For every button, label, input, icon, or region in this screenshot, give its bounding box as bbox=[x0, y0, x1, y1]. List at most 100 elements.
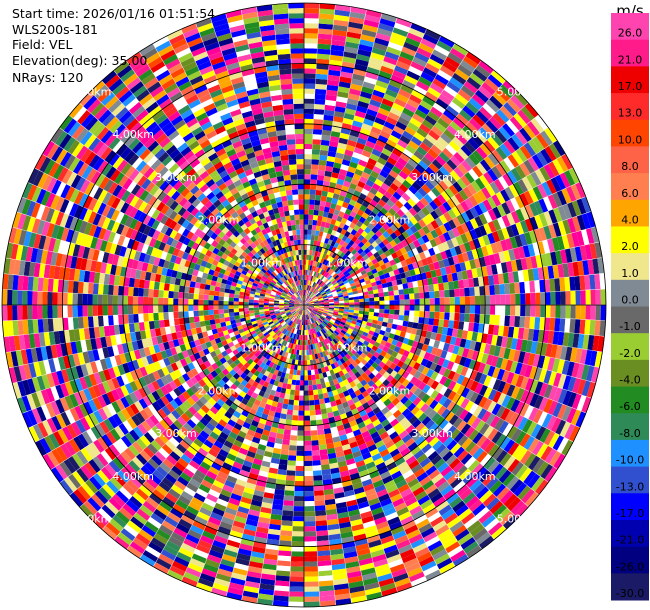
range-gate-cell bbox=[367, 174, 377, 183]
range-gate-cell bbox=[309, 292, 313, 297]
range-gate-cell bbox=[430, 144, 442, 156]
range-gate-cell bbox=[322, 264, 327, 271]
range-gate-cell bbox=[427, 58, 443, 70]
range-gate-cell bbox=[362, 81, 376, 90]
range-gate-cell bbox=[383, 203, 392, 212]
range-gate-cell bbox=[355, 58, 369, 67]
range-gate-cell bbox=[414, 52, 430, 63]
range-gate-cell bbox=[443, 85, 458, 98]
range-gate-cell bbox=[405, 175, 415, 186]
range-gate-cell bbox=[438, 93, 452, 106]
range-gate-cell bbox=[416, 146, 428, 157]
range-gate-cell bbox=[411, 89, 425, 100]
range-gate-cell bbox=[449, 47, 466, 60]
range-gate-cell bbox=[325, 94, 337, 102]
range-gate-cell bbox=[369, 199, 378, 208]
range-gate-cell bbox=[317, 33, 332, 40]
range-gate-cell bbox=[358, 159, 368, 167]
range-gate-cell bbox=[307, 280, 310, 286]
range-gate-cell bbox=[340, 164, 349, 171]
range-gate-cell bbox=[318, 280, 323, 286]
range-gate-cell bbox=[353, 224, 361, 232]
range-gate-cell bbox=[355, 142, 366, 150]
range-gate-cell bbox=[444, 56, 460, 69]
range-gate-cell bbox=[345, 36, 361, 44]
range-gate-cell bbox=[329, 59, 343, 67]
range-gate-cell bbox=[402, 107, 415, 118]
range-gate-cell bbox=[314, 250, 319, 257]
range-gate-cell bbox=[380, 182, 390, 191]
range-gate-cell bbox=[320, 269, 325, 275]
range-gate-cell bbox=[307, 297, 311, 302]
range-gate-cell bbox=[318, 23, 334, 30]
range-gate-cell bbox=[350, 156, 360, 164]
range-gate-cell bbox=[336, 215, 343, 223]
range-gate-cell bbox=[471, 93, 486, 107]
range-gate-cell bbox=[312, 288, 317, 294]
range-gate-cell bbox=[311, 154, 320, 160]
range-gate-cell bbox=[399, 183, 409, 193]
range-gate-cell bbox=[320, 139, 330, 146]
range-gate-cell bbox=[392, 27, 409, 37]
range-gate-cell bbox=[305, 264, 309, 270]
range-gate-cell bbox=[349, 222, 356, 229]
range-gate-cell bbox=[412, 56, 428, 68]
range-gate-cell bbox=[446, 81, 461, 94]
range-gate-cell bbox=[313, 114, 324, 120]
range-gate-cell bbox=[319, 274, 324, 280]
range-gate-cell bbox=[322, 119, 333, 126]
range-gate-cell bbox=[383, 56, 398, 66]
range-gate-cell bbox=[304, 63, 317, 69]
range-gate-cell bbox=[359, 176, 368, 184]
range-gate-cell bbox=[484, 78, 499, 92]
range-gate-cell bbox=[329, 251, 335, 258]
range-gate-cell bbox=[363, 167, 373, 175]
range-gate-cell bbox=[338, 233, 345, 240]
range-gate-cell bbox=[431, 125, 444, 137]
range-gate-cell bbox=[361, 230, 368, 238]
range-gate-cell bbox=[452, 72, 467, 85]
range-gate-cell bbox=[372, 195, 381, 204]
range-gate-cell bbox=[392, 178, 402, 188]
range-gate-cell bbox=[442, 60, 458, 73]
range-gate-cell bbox=[314, 108, 325, 115]
range-gate-cell bbox=[356, 164, 366, 172]
range-gate-cell bbox=[327, 191, 334, 198]
range-gate-cell bbox=[307, 275, 311, 281]
range-gate-cell bbox=[313, 255, 317, 262]
range-gate-cell bbox=[312, 282, 316, 288]
range-gate-cell bbox=[306, 285, 309, 291]
range-gate-cell bbox=[320, 144, 329, 151]
range-gate-cell bbox=[312, 214, 319, 221]
range-gate-cell bbox=[304, 33, 318, 39]
range-gate-cell bbox=[389, 195, 399, 204]
range-gate-cell bbox=[327, 268, 333, 274]
range-gate-cell bbox=[373, 42, 388, 52]
range-gate-cell bbox=[336, 250, 343, 257]
range-gate-cell bbox=[387, 156, 397, 166]
range-gate-cell bbox=[304, 28, 319, 34]
range-gate-cell bbox=[363, 183, 372, 192]
range-gate-cell bbox=[304, 184, 311, 190]
range-gate-cell bbox=[305, 295, 309, 301]
range-gate-cell bbox=[340, 206, 347, 213]
range-gate-cell bbox=[363, 118, 375, 127]
range-gate-cell bbox=[315, 189, 322, 196]
range-gate-cell bbox=[335, 152, 345, 160]
range-gate-cell bbox=[395, 60, 411, 71]
range-gate-cell bbox=[309, 199, 315, 205]
range-gate-cell bbox=[306, 296, 310, 301]
range-gate-cell bbox=[304, 128, 313, 135]
range-gate-cell bbox=[304, 301, 308, 305]
range-gate-cell bbox=[358, 216, 366, 224]
range-gate-cell bbox=[329, 269, 335, 276]
range-gate-cell bbox=[307, 229, 312, 235]
range-gate-cell bbox=[308, 209, 314, 215]
range-gate-cell bbox=[351, 78, 364, 87]
range-gate-cell bbox=[328, 69, 341, 77]
range-gate-cell bbox=[398, 88, 412, 99]
range-gate-cell bbox=[393, 125, 405, 135]
range-gate-cell bbox=[314, 283, 319, 289]
range-gate-cell bbox=[338, 211, 345, 218]
range-gate-cell bbox=[407, 121, 419, 132]
